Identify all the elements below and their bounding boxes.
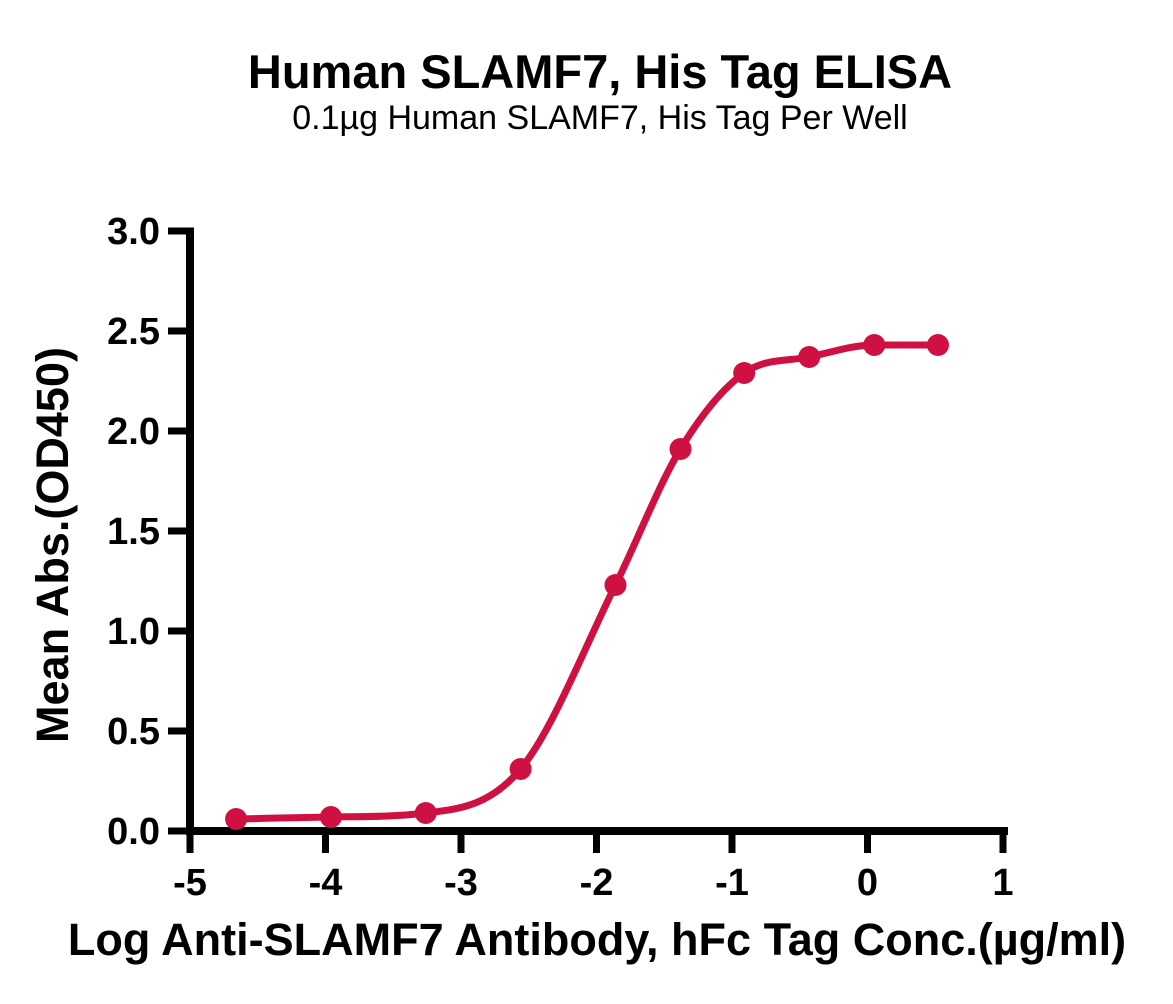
x-tick-label: 0 <box>857 862 878 904</box>
data-point <box>669 438 692 460</box>
y-axis-title: Mean Abs.(OD450) <box>27 347 78 743</box>
data-point <box>414 802 437 824</box>
x-tick-label: -4 <box>309 862 343 904</box>
data-point <box>926 334 949 356</box>
dose-response-curve <box>232 341 942 823</box>
data-point <box>798 346 821 368</box>
x-axis-title: Log Anti-SLAMF7 Antibody, hFc Tag Conc.(… <box>68 914 1126 965</box>
x-tick-label: -3 <box>444 862 478 904</box>
x-tick-label: 1 <box>992 862 1013 904</box>
y-axis-ticks: 0.0 0.5 1.0 1.5 2.0 2.5 3.0 <box>107 211 190 853</box>
y-tick-label: 1.5 <box>107 511 160 553</box>
chart-subtitle: 0.1µg Human SLAMF7, His Tag Per Well <box>292 99 907 137</box>
x-tick-label: -5 <box>173 862 207 904</box>
data-point <box>863 334 886 356</box>
data-point <box>509 758 532 780</box>
y-tick-label: 2.5 <box>107 311 160 353</box>
data-point <box>319 806 342 828</box>
series-group <box>225 334 949 830</box>
x-tick-label: -1 <box>715 862 749 904</box>
y-tick-label: 0.5 <box>107 711 160 753</box>
y-tick-label: 2.0 <box>107 411 160 453</box>
data-point <box>604 574 627 596</box>
axes <box>186 227 1008 835</box>
y-tick-label: 1.0 <box>107 611 160 653</box>
x-axis-ticks: -5 -4 -3 -2 -1 0 1 <box>173 831 1014 904</box>
data-point <box>733 362 756 384</box>
data-point <box>225 808 248 830</box>
y-tick-label: 3.0 <box>107 211 160 253</box>
y-tick-label: 0.0 <box>107 811 160 853</box>
chart-title: Human SLAMF7, His Tag ELISA <box>248 45 952 98</box>
x-tick-label: -2 <box>580 862 614 904</box>
